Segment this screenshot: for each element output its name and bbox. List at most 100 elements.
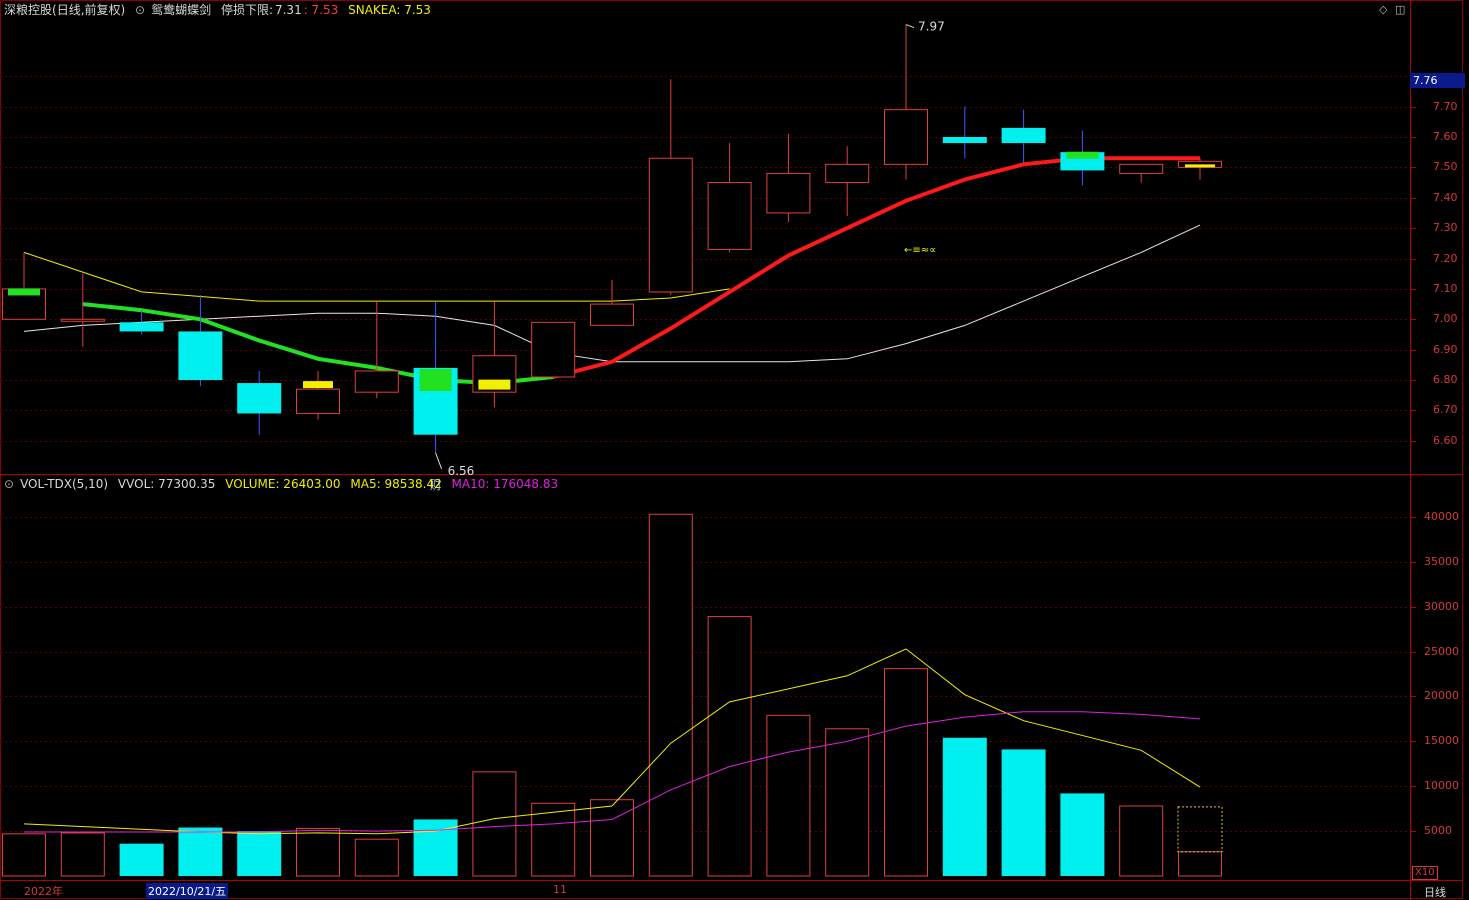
low-arrow [435,452,443,470]
high-price-label: 7.97 [918,20,945,34]
signal-block [1066,151,1099,159]
volume-value: VOLUME: 26403.00 [225,477,341,491]
volume-bar [1001,749,1046,876]
volume-bar [237,831,282,876]
volume-axis-label: 35000 [1424,554,1459,568]
signal-block [478,379,511,390]
candle-body [60,318,105,322]
candle-body [707,182,752,250]
volume-axis-label: 30000 [1424,599,1459,613]
price-axis-label: 6.80 [1433,373,1458,387]
candle-body [1178,160,1222,168]
date-month-label: 11 [553,883,567,896]
diamond-icon[interactable]: ◇ [1379,3,1388,16]
volume-panel-header: ⊙ VOL-TDX(5,10) VVOL: 77300.35 VOLUME: 26… [4,474,564,494]
volume-bar [825,728,870,877]
volume-bar [707,616,752,877]
volume-bar [2,833,46,877]
stock-name[interactable]: 深粮控股 [4,3,53,17]
signal-block [1185,164,1215,168]
volume-bar [296,827,340,877]
stoploss-value: 7.31 [274,3,302,17]
volume-axis-label: 20000 [1424,689,1459,703]
volume-bar [354,838,399,877]
price-axis-label: 7.30 [1433,221,1458,235]
candle-body [119,322,164,332]
ma10-value: MA10: 176048.83 [451,477,559,491]
indicator-name[interactable]: 鸳鸯蝴蝶剑 [151,3,212,17]
candle-body [825,163,870,184]
volume-bar [178,827,223,876]
price-axis-label: 6.60 [1433,433,1458,447]
candle-body [178,331,223,381]
date-year-label: 2022年 [24,885,63,898]
price-axis-label: 6.70 [1433,403,1458,417]
candle-body [354,370,399,393]
signal-block [8,288,40,296]
price-axis-label: 7.60 [1433,130,1458,143]
volume-bar [766,714,811,877]
price-axis-label: 7.40 [1433,190,1458,204]
volume-axis-label: 40000 [1424,509,1459,523]
chart-annotations: 7.97 6.56 财 ←≡≈∝ [430,20,945,492]
indicator-dropdown-icon[interactable]: ⊙ [135,3,146,17]
volume-bar [531,802,576,877]
chart-mode: (日线,前复权) [52,3,126,17]
volume-axis-label: 10000 [1424,779,1459,793]
volume-bar [884,668,928,877]
finance-marker: 财 [430,478,442,492]
volume-unit-badge: X10 [1412,866,1438,880]
volume-bar [1119,805,1164,877]
price-axis-label: 7.70 [1433,99,1458,113]
volume-bar [1060,793,1105,876]
volume-bar [119,843,164,876]
price-panel-header: 深粮控股(日线,前复权) ⊙ 鸳鸯蝴蝶剑 停损下限: 7.31: 7.53 SNAK… [4,0,437,20]
stoploss-label: 停损下限: [220,3,273,17]
volume-bar [942,737,987,876]
candle-body [531,321,576,378]
volume-bar [1178,851,1222,877]
candle-body [1001,127,1046,144]
volume-bar [60,832,105,877]
candle-body [296,388,340,414]
candle-body [942,137,987,144]
signal-block [419,369,452,392]
signal-text: ←≡≈∝ [904,245,936,256]
selected-date-label: 2022/10/21/五 [146,883,229,899]
price-axis-label: 7.50 [1433,160,1458,174]
volume-ma5-line [23,648,1201,835]
volume-bar [648,513,693,877]
current-price-tag: 7.76 [1410,73,1465,88]
volume-bar-estimate [1177,806,1223,853]
low-price-label: 6.56 [448,464,475,478]
candle-body [884,109,928,165]
price-axis-label: 7.20 [1433,251,1458,265]
volume-bar [590,799,634,877]
volume-axis-label: 5000 [1424,824,1452,838]
high-arrow [905,24,915,29]
candle-body [766,172,811,214]
vvol-value: VVOL: 77300.35 [117,477,216,491]
volume-axis-label: 25000 [1424,644,1459,658]
snakea-value: SNAKEA: 7.53 [348,3,431,17]
volume-dropdown-icon[interactable]: ⊙ [4,477,15,491]
price-axis-label: 6.90 [1433,342,1458,356]
window-toggle-icon[interactable]: ◫ [1395,3,1406,16]
period-selector[interactable]: 日线 [1424,886,1446,899]
price-axis-label: 7.00 [1433,312,1458,326]
chart-marks [2,24,1223,877]
stoploss-value2: : 7.53 [303,3,339,17]
volume-axis-label: 15000 [1424,734,1459,748]
candle-body [590,303,634,326]
volume-ma10-line [24,711,1201,833]
ma5-value: MA5: 98538.42 [350,477,442,491]
candle-body [1119,163,1164,174]
candle-body [237,383,282,414]
vol-indicator-name[interactable]: VOL-TDX(5,10) [20,477,109,491]
signal-block [303,381,333,389]
volume-bar [472,771,517,877]
price-axis-label: 7.10 [1433,281,1458,295]
